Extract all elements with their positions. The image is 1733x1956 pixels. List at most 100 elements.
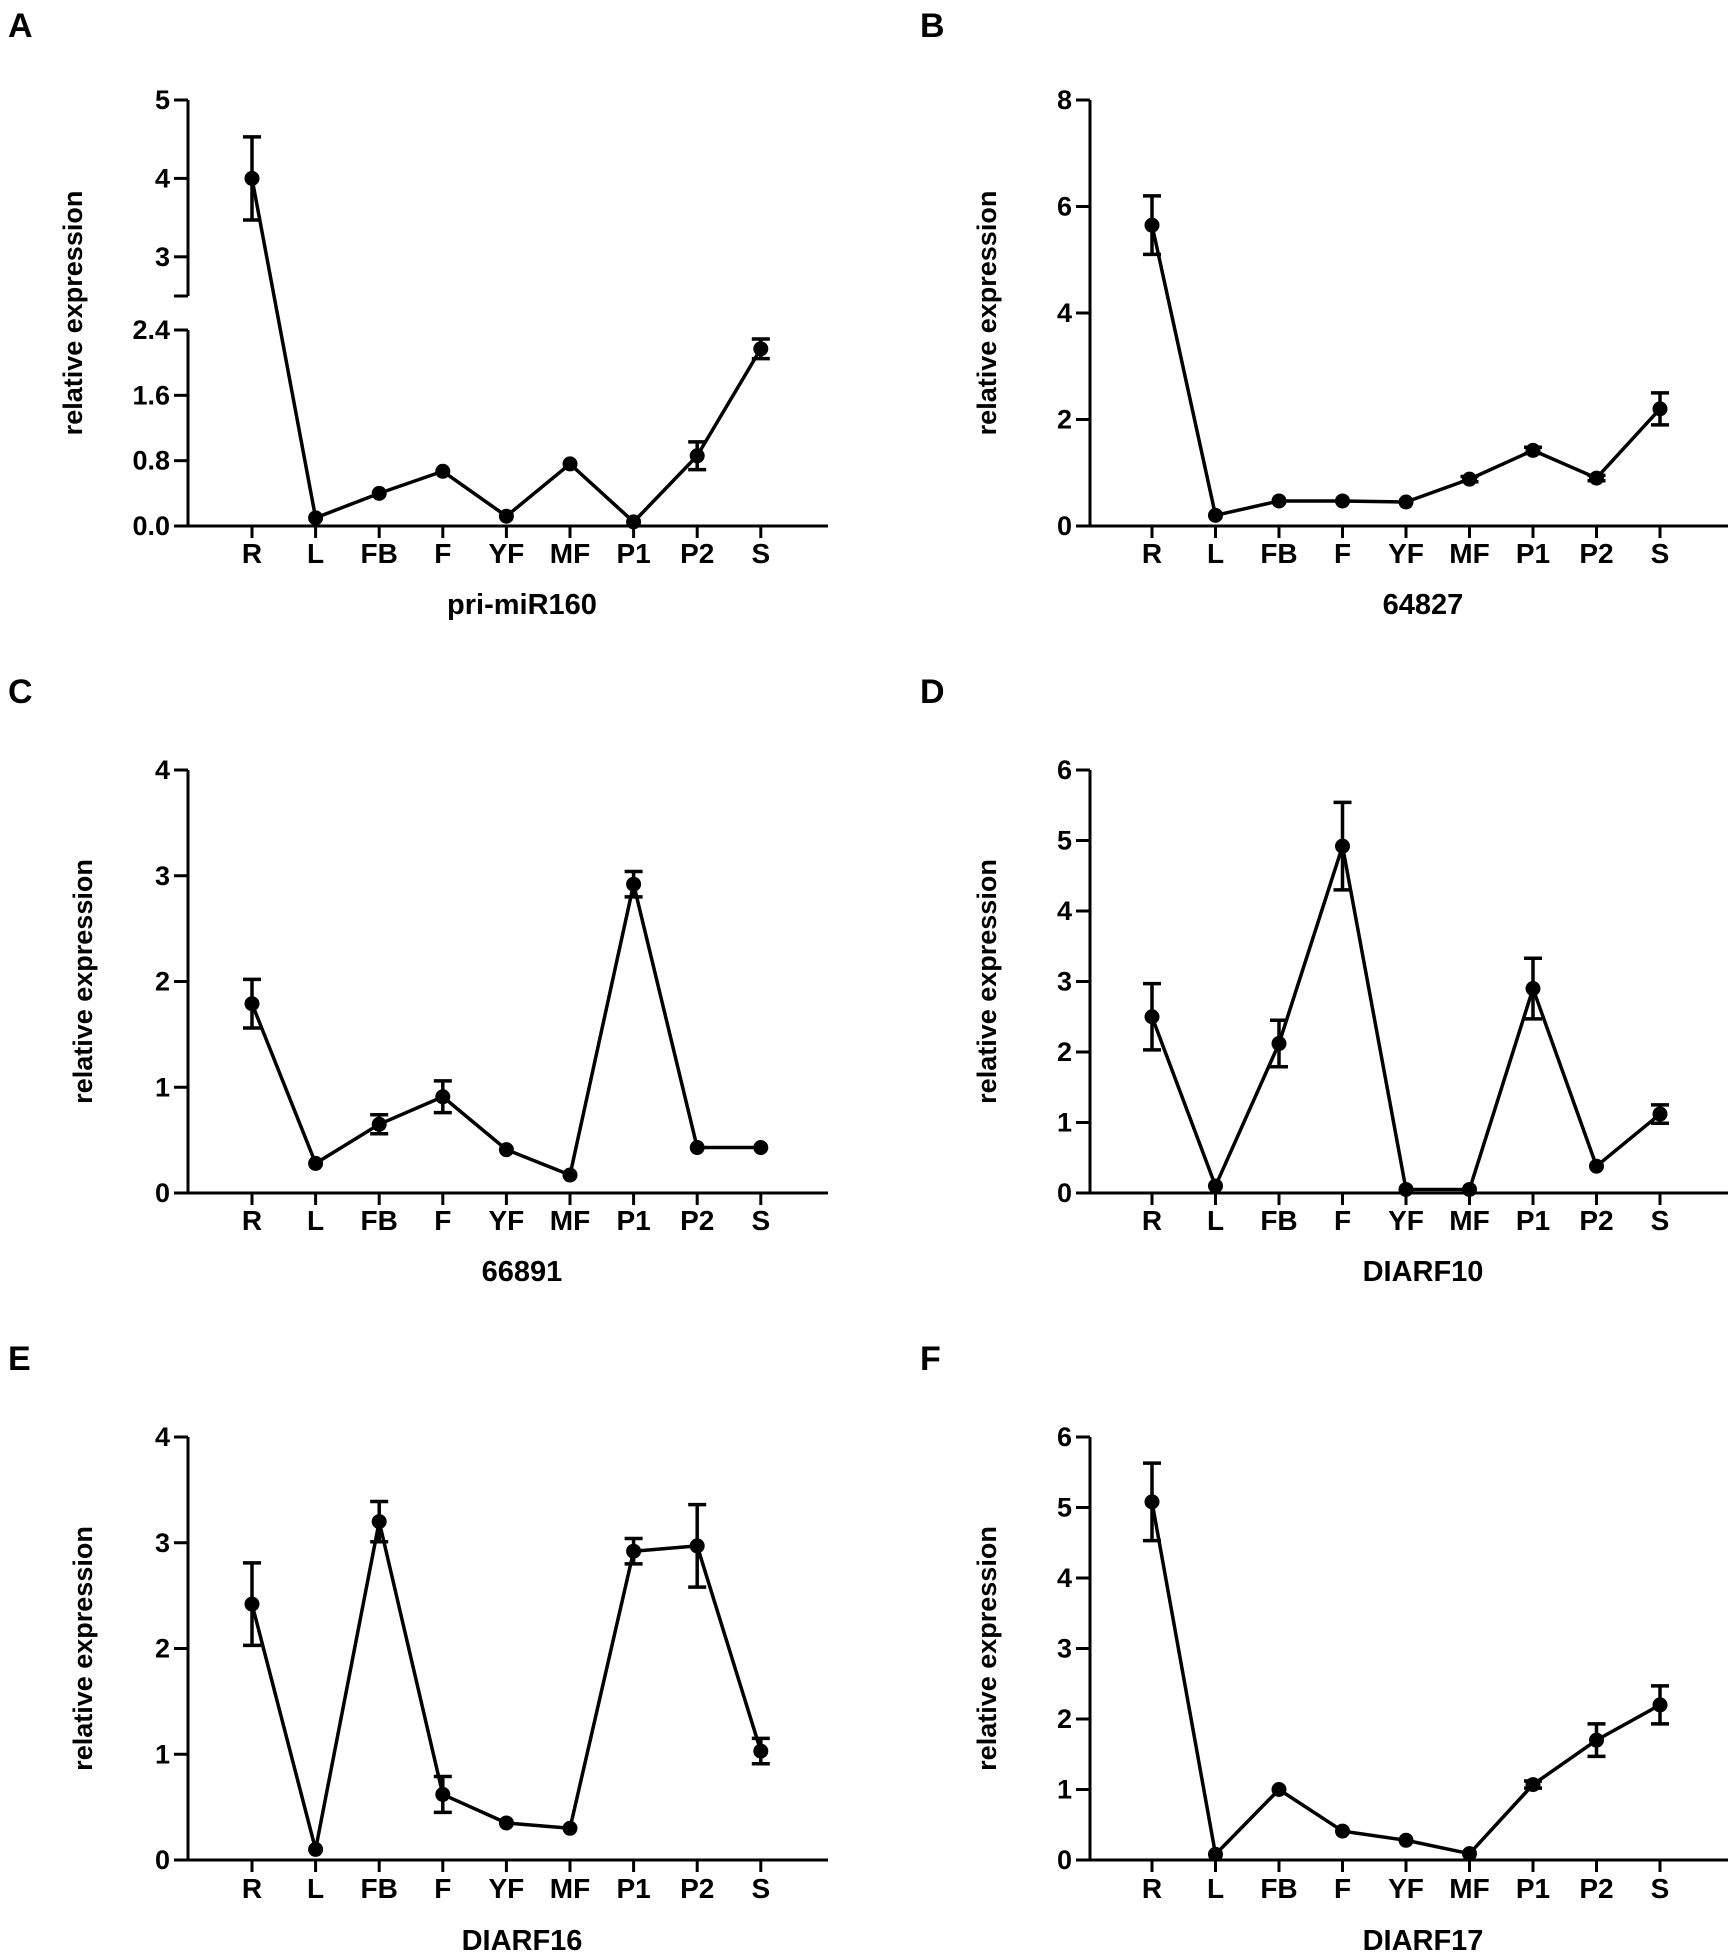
x-tick-label: MF [1449,1873,1489,1904]
x-axis-title: 66891 [482,1256,563,1288]
y-tick-label: 1.6 [132,380,170,410]
x-tick-label: P2 [680,538,714,569]
x-tick-label: YF [1388,538,1424,569]
x-tick-label: R [1142,1205,1162,1236]
data-point [498,1142,514,1158]
y-tick-label: 0.0 [132,511,170,541]
x-tick-label: F [434,1205,451,1236]
data-point [1652,1106,1668,1122]
chart-panel-f: F 0 1 2 3 4 5 6 relative expression R L FB F YF MF P1 P2… [920,1340,1728,1956]
data-point [1525,981,1541,997]
y-tick-label: 4 [155,755,170,785]
data-point [1398,1181,1414,1197]
x-tick-label: YF [1388,1873,1424,1904]
y-tick-label: 3 [155,242,170,272]
panel-letter: B [920,7,945,45]
data-point [1271,1036,1287,1052]
x-axis-title: pri-miR160 [447,589,597,621]
data-point [1271,1782,1287,1797]
x-axis-title: DIARF10 [1363,1256,1484,1288]
x-tick-label: L [1207,1873,1224,1904]
y-tick-label: 2 [1057,405,1072,435]
x-tick-label: F [1334,538,1351,569]
data-point [371,1514,387,1530]
data-point [689,1538,705,1554]
data-point [562,1820,578,1836]
data-point [626,876,642,892]
data-point [435,1786,451,1802]
x-tick-label: MF [550,538,590,569]
y-tick-label: 1 [1057,1775,1072,1805]
x-tick-label: F [1334,1205,1351,1236]
x-tick-label: R [242,1205,262,1236]
y-tick-label: 0 [1057,1845,1072,1875]
x-tick-label: P1 [616,1205,650,1236]
data-point [435,1089,451,1105]
y-tick-label: 1 [155,1739,170,1769]
x-tick-label: YF [489,538,525,569]
x-tick-label: S [751,1205,770,1236]
y-axis-title: relative expression [972,859,1002,1104]
x-tick-label: P1 [616,538,650,569]
x-tick-label: F [434,538,451,569]
data-point [562,456,578,472]
y-tick-label: 2.4 [132,315,170,345]
x-tick-label: L [1207,538,1224,569]
series-line [1150,1501,1661,1857]
y-tick-label: 0 [155,1178,170,1208]
data-point [753,1743,769,1759]
y-tick-label: 1 [155,1072,170,1102]
x-tick-label: P1 [1516,538,1550,569]
x-tick-label: FB [1260,1205,1297,1236]
y-tick-label: 5 [155,85,170,115]
y-axis-title: relative expression [58,191,88,436]
axis-break-gap [208,296,264,330]
data-point [498,1815,514,1831]
x-tick-label: P2 [1579,1205,1613,1236]
x-tick-label: MF [1449,1205,1489,1236]
data-point [371,485,387,501]
data-point [1589,1732,1604,1748]
chart-panel-a: A 0.0 0.8 1.6 2.4 3 4 5 relative expression R L FB F… [8,7,828,621]
x-tick-label: S [751,538,770,569]
data-point [1462,1846,1477,1862]
y-tick-label: 4 [1057,298,1072,328]
x-tick-label: P2 [1579,538,1613,569]
y-tick-label: 2 [155,967,170,997]
x-tick-label: S [1651,538,1670,569]
data-point [308,510,324,526]
series-line [250,1519,763,1852]
panel-letter: F [920,1340,941,1378]
x-tick-label: FB [1260,538,1297,569]
x-tick-label: R [242,538,262,569]
x-tick-label: P2 [1579,1873,1613,1904]
data-point [1335,838,1350,854]
chart-panel-e: E 0 1 2 3 4 relative expression R L FB F YF MF P1 P2 S D… [8,1340,828,1956]
x-tick-label: S [1651,1205,1670,1236]
x-tick-label: F [1334,1873,1351,1904]
x-tick-label: MF [550,1873,590,1904]
y-tick-label: 0 [155,1845,170,1875]
x-axis-title: DIARF17 [1363,1925,1484,1956]
x-tick-label: S [751,1873,770,1904]
data-point [308,1841,324,1857]
data-point [1335,1823,1350,1839]
y-tick-label: 2 [155,1634,170,1664]
data-point [689,1140,705,1156]
x-tick-label: F [434,1873,451,1904]
data-point [753,341,769,357]
x-tick-label: L [307,1873,324,1904]
y-tick-label: 5 [1057,1493,1072,1523]
x-tick-label: YF [489,1205,525,1236]
data-point [244,1596,260,1612]
data-point [689,448,705,464]
y-tick-label: 6 [1057,755,1072,785]
data-point [1589,1158,1604,1174]
x-tick-label: YF [489,1873,525,1904]
y-tick-label: 6 [1057,1422,1072,1452]
data-point [1652,401,1668,417]
data-point [1144,217,1160,233]
x-tick-label: MF [550,1205,590,1236]
x-tick-label: L [307,1205,324,1236]
